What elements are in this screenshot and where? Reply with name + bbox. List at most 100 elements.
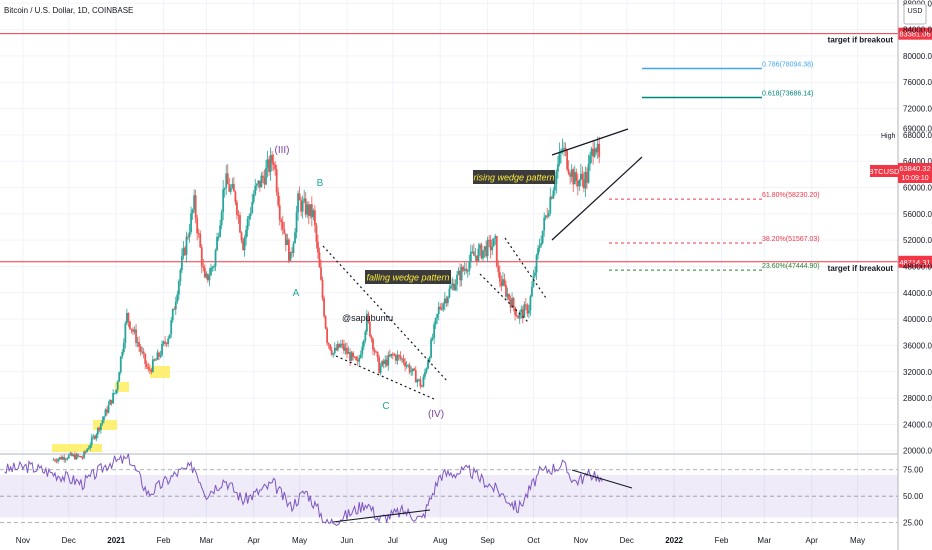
candle-body [145,363,148,367]
candle-body [433,324,436,339]
candle-body [70,453,73,456]
candle-body [101,419,104,424]
wave-label-A: A [293,288,300,299]
candle-body [223,187,226,190]
candle-body [206,273,209,281]
time-tick-label: Dec [62,536,76,545]
candle-body [63,457,66,460]
rising-wedge-label-bg [473,170,555,184]
candle-body [288,239,290,261]
candle-body [193,195,196,210]
candle-body [472,251,475,256]
candle-body [155,359,157,361]
candle-body [203,267,206,278]
candle-body [376,351,379,358]
candle-body [156,352,159,360]
rising-wedge-label: rising wedge pattern [473,173,554,183]
candle-body [410,371,413,373]
falling-wedge-upper [322,245,449,383]
price-tick-label: 80000.00 [903,52,932,61]
fib-level-label: 38.20%(51567.03) [762,236,820,243]
candle-body [485,246,487,257]
candle-body [569,173,572,177]
high-value: 69000.00 [903,124,932,133]
candle-body [416,379,419,383]
candle-body [527,310,530,314]
candle-body [424,372,426,377]
candle-body [581,173,584,180]
candle-body [228,184,231,192]
candle-body [269,154,272,172]
candle-body [202,266,205,268]
candle-body [593,148,596,157]
candle-body [214,250,217,267]
candle-body [239,215,241,233]
candle-body [486,239,489,257]
candle-body [80,456,82,458]
candle-body [151,359,154,372]
price-axis[interactable]: 20000.00 24000.00 28000.00 32000.00 36000.00… [903,0,932,456]
candle-body [271,154,273,163]
time-axis[interactable]: Nov Dec 2021 Feb Mar Apr May Jun Jul Aug Sep Oct Nov… [16,536,865,545]
candle-body [249,212,252,216]
candle-body [258,180,261,188]
candle-body [369,321,371,337]
price-tick-label: 48000.00 [903,262,932,271]
candle-body [326,328,329,343]
candle-body [225,173,228,188]
candle-body [329,344,332,350]
candle-body [396,354,399,361]
candle-body [442,303,445,310]
candle-body [323,298,325,317]
candle-body [200,247,203,267]
candle-body [439,306,442,309]
candle-body [333,347,336,354]
candle-body [164,341,166,344]
candle-body [75,454,78,460]
candle-body [480,244,483,259]
candle-body [506,293,509,297]
candle-body [300,200,303,212]
candle-body [578,180,581,187]
target-price-tag [898,255,932,268]
candle-body [535,255,538,273]
candle-body [576,180,579,187]
candle-body [508,293,510,300]
candle-body [211,267,214,269]
candle-body [251,201,254,213]
candle-body [99,423,102,431]
candle-body [174,301,177,310]
currency-button[interactable] [903,3,927,25]
candle-body [430,339,432,358]
candle-body [243,237,246,251]
price-tick-label: 64000.00 [903,157,932,166]
candle-body [327,342,330,345]
candle-body [570,169,573,177]
candle-body [61,457,64,460]
candle-body [584,172,587,189]
candle-body [521,309,524,318]
candle-body [453,283,455,290]
time-tick-label: Feb [715,536,729,545]
candle-body [561,148,564,151]
candle-body [428,357,431,362]
candle-body [213,266,215,268]
candle-body [159,355,162,357]
horizontal-levels: target if breakout 83381.06 target if brea… [0,27,932,273]
candle-body [277,192,280,206]
candle-body [414,370,417,383]
candle-body [372,338,374,350]
candle-body [448,288,451,298]
candle-body [420,386,423,388]
candle-body [367,313,370,322]
candle-body [355,356,358,361]
candle-body [563,147,565,149]
candle-body [58,457,61,460]
candle-body [87,448,90,450]
candle-body [557,163,559,172]
candle-body [572,169,575,185]
time-tick-label: Aug [433,536,447,545]
candle-body [86,449,89,452]
candle-body [384,359,387,364]
